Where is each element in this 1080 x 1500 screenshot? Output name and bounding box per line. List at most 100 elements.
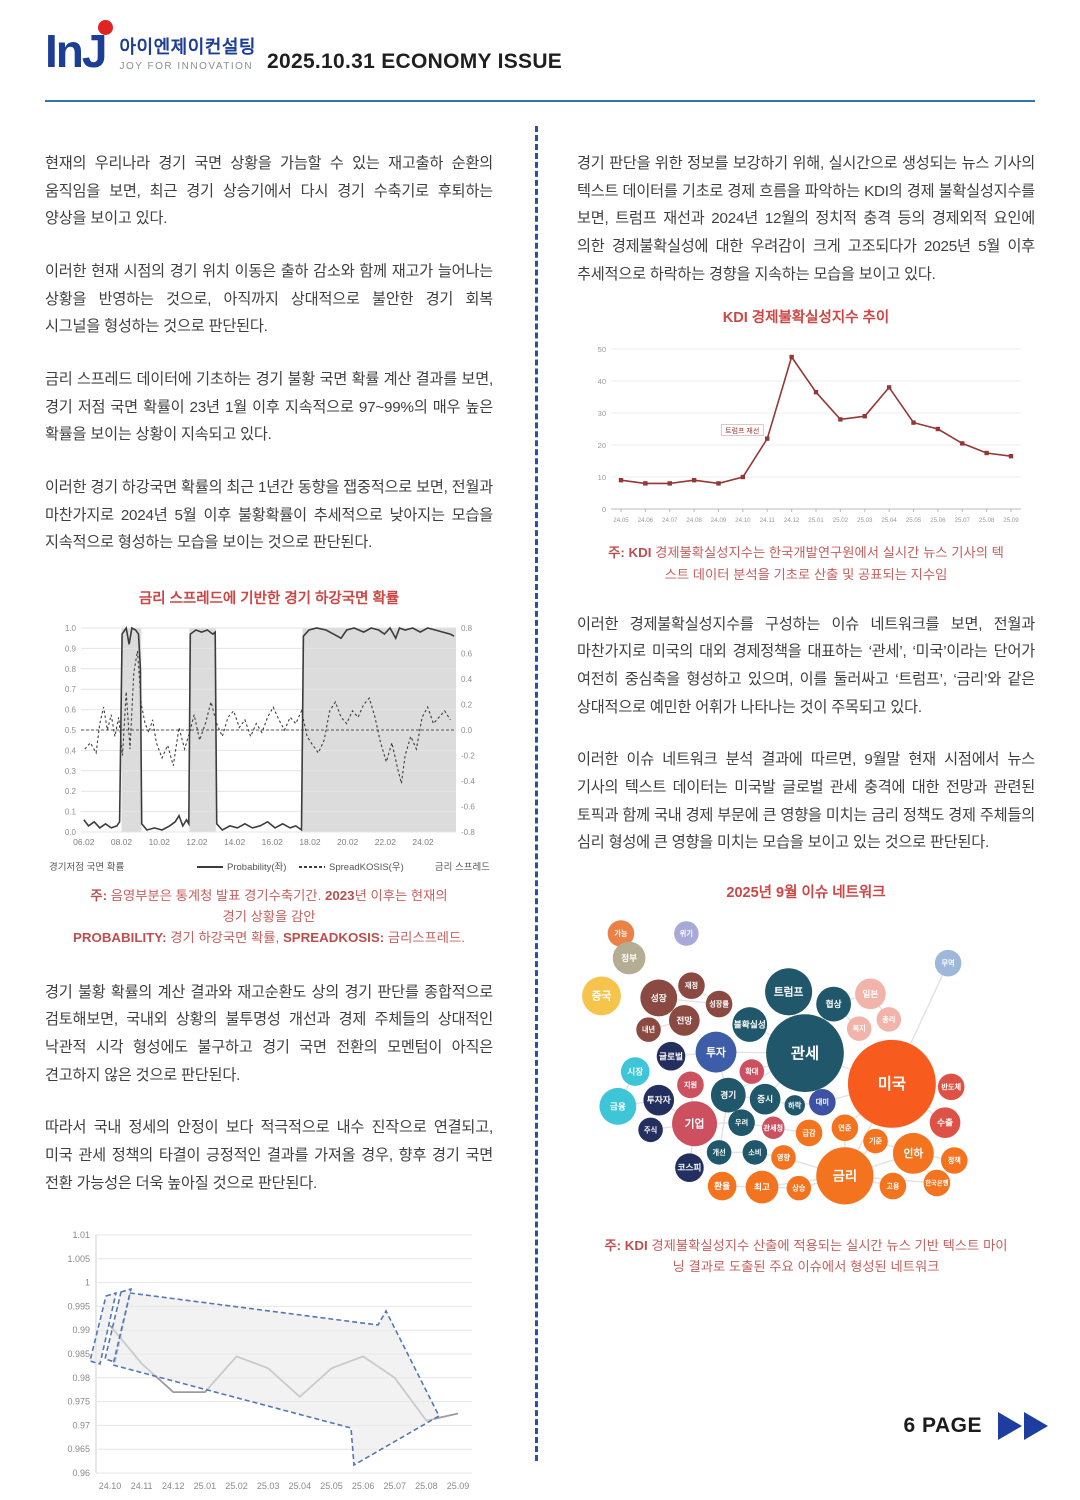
svg-text:0.5: 0.5 — [64, 726, 76, 735]
chart-title-probability: 금리 스프레드에 기반한 경기 하강국면 확률 — [138, 590, 400, 607]
chart-title-network: 2025년 9월 이슈 네트워크 — [726, 885, 886, 902]
svg-text:25.08: 25.08 — [979, 517, 995, 524]
svg-text:성장률: 성장률 — [709, 1000, 729, 1009]
svg-text:24.06: 24.06 — [638, 517, 654, 524]
paragraph: 이러한 현재 시점의 경기 위치 이동은 출하 감소와 함께 재고가 늘어나는 … — [45, 262, 493, 336]
svg-text:25.07: 25.07 — [955, 517, 971, 524]
svg-text:10.02: 10.02 — [148, 837, 170, 847]
svg-text:0.4: 0.4 — [64, 746, 76, 755]
svg-text:금리 스프레드: 금리 스프레드 — [434, 862, 489, 873]
svg-text:24.10: 24.10 — [735, 517, 751, 524]
company-logo: InJ 아이엔제이컨설팅 JOY FOR INNOVATION — [45, 20, 256, 74]
svg-text:25.05: 25.05 — [906, 517, 922, 524]
svg-text:기준: 기준 — [869, 1137, 883, 1146]
svg-text:30: 30 — [598, 409, 606, 418]
network-note: 주: KDI 경제불확실성지수 산출에 적용되는 실시간 뉴스 기반 텍스트 마… — [604, 1238, 1008, 1275]
svg-text:25.02: 25.02 — [225, 1481, 248, 1491]
svg-text:25.08: 25.08 — [415, 1481, 438, 1491]
issue-title: 2025.10.31 ECONOMY ISSUE — [267, 50, 563, 73]
svg-text:급감: 급감 — [802, 1128, 816, 1137]
svg-text:25.07: 25.07 — [383, 1481, 406, 1491]
page-number: 6 PAGE — [903, 1414, 982, 1437]
svg-text:24.12: 24.12 — [784, 517, 800, 524]
svg-text:25.09: 25.09 — [1003, 517, 1019, 524]
svg-text:25.06: 25.06 — [352, 1481, 375, 1491]
logo-red-dot-icon — [98, 20, 114, 35]
svg-text:08.02: 08.02 — [110, 837, 132, 847]
svg-text:20: 20 — [598, 441, 606, 450]
svg-text:0.0: 0.0 — [461, 726, 473, 735]
svg-text:소비: 소비 — [748, 1148, 761, 1157]
logo-slogan: JOY FOR INNOVATION — [119, 61, 254, 72]
svg-text:24.09: 24.09 — [711, 517, 727, 524]
svg-text:글로벌: 글로벌 — [659, 1050, 683, 1061]
svg-text:최고: 최고 — [754, 1181, 770, 1192]
paragraph: 이러한 경제불확실성지수를 구성하는 이슈 네트워크를 보면, 전월과 마찬가지… — [577, 615, 1035, 716]
svg-text:0.995: 0.995 — [67, 1302, 90, 1312]
svg-text:10: 10 — [598, 473, 606, 482]
svg-text:연준: 연준 — [838, 1123, 852, 1132]
svg-text:06.02: 06.02 — [73, 837, 95, 847]
svg-text:0.2: 0.2 — [64, 787, 76, 796]
svg-text:25.03: 25.03 — [857, 517, 873, 524]
svg-text:24.08: 24.08 — [686, 517, 702, 524]
svg-text:24.07: 24.07 — [662, 517, 678, 524]
svg-text:증시: 증시 — [757, 1094, 773, 1104]
svg-text:-0.8: -0.8 — [461, 828, 475, 837]
recent-trend-chart: 0.96 0.965 0.97 0.975 0.98 0.985 0.99 0.995 1 1.0… — [67, 1230, 472, 1491]
svg-text:-0.6: -0.6 — [461, 802, 475, 811]
svg-text:Probability(좌): Probability(좌) — [227, 862, 286, 873]
paragraph: 금리 스프레드 데이터에 기초하는 경기 불황 국면 확률 계산 결과를 보면,… — [45, 370, 493, 444]
svg-text:24.11: 24.11 — [131, 1481, 153, 1491]
svg-text:24.10: 24.10 — [99, 1481, 122, 1491]
svg-text:가능: 가능 — [614, 929, 628, 938]
svg-text:경기: 경기 — [720, 1089, 736, 1100]
svg-text:미국: 미국 — [878, 1076, 906, 1093]
svg-text:반도체: 반도체 — [941, 1082, 961, 1091]
svg-text:경기저점 국면 확률: 경기저점 국면 확률 — [49, 861, 124, 873]
left-column: 현재의 우리나라 경기 국면 상황을 가늠할 수 있는 재고출하 순환의 움직임… — [45, 150, 493, 1500]
svg-text:0.9: 0.9 — [64, 644, 76, 653]
paragraph: 경기 불황 확률의 계산 결과와 재고순환도 상의 경기 판단를 종합적으로 검… — [45, 983, 493, 1084]
svg-text:주식: 주식 — [644, 1125, 657, 1134]
svg-text:SpreadKOSIS(우): SpreadKOSIS(우) — [329, 862, 404, 873]
svg-text:25.01: 25.01 — [194, 1481, 217, 1491]
svg-text:0.6: 0.6 — [64, 705, 76, 714]
svg-text:영향: 영향 — [777, 1153, 791, 1162]
svg-text:0.965: 0.965 — [67, 1444, 90, 1454]
svg-text:1: 1 — [85, 1278, 90, 1288]
logo-mark: InJ — [45, 20, 114, 74]
svg-text:0.8: 0.8 — [64, 665, 76, 674]
svg-text:0: 0 — [602, 505, 606, 514]
svg-text:복지: 복지 — [853, 1024, 866, 1033]
chart-title-kdi: KDI 경제불확실성지수 추이 — [722, 310, 890, 327]
svg-text:0.975: 0.975 — [67, 1397, 90, 1407]
svg-text:0.3: 0.3 — [64, 767, 76, 776]
svg-text:22.02: 22.02 — [374, 837, 396, 847]
svg-text:1.01: 1.01 — [72, 1230, 90, 1240]
svg-text:대미: 대미 — [816, 1098, 829, 1107]
svg-text:위기: 위기 — [680, 929, 693, 938]
svg-text:고용: 고용 — [886, 1182, 900, 1191]
svg-text:정책: 정책 — [948, 1156, 961, 1165]
paragraph: 이러한 이슈 네트워크 분석 결과에 따르면, 9월말 현재 시점에서 뉴스 기… — [577, 751, 1035, 852]
svg-text:24.02: 24.02 — [412, 837, 434, 847]
svg-text:0.98: 0.98 — [72, 1373, 90, 1383]
svg-text:일본: 일본 — [862, 988, 878, 999]
svg-text:환율: 환율 — [714, 1180, 730, 1191]
svg-text:지원: 지원 — [684, 1080, 697, 1089]
svg-text:확대: 확대 — [745, 1067, 758, 1076]
kdi-chart-wrap: 0 10 20 30 40 50 24.05 24.06 24.07 24.08 24.09 24.1… — [577, 335, 1035, 540]
right-column: 경기 판단을 위한 정보를 보강하기 위해, 실시간으로 생성되는 뉴스 기사의… — [577, 150, 1035, 1308]
svg-text:0.96: 0.96 — [72, 1468, 90, 1478]
svg-text:하락: 하락 — [788, 1101, 802, 1110]
svg-text:중국: 중국 — [592, 991, 612, 1003]
svg-text:상승: 상승 — [792, 1184, 806, 1193]
svg-text:트럼프: 트럼프 — [774, 986, 804, 999]
column-divider — [535, 126, 538, 1461]
svg-text:트럼프 재선: 트럼프 재선 — [725, 426, 759, 435]
svg-text:0.1: 0.1 — [64, 807, 76, 816]
probability-spread-chart: 0.0 0.1 0.2 0.3 0.4 0.5 0.6 0.7 0.8 0.9 1.0 0.8 0.6 0… — [49, 624, 490, 873]
